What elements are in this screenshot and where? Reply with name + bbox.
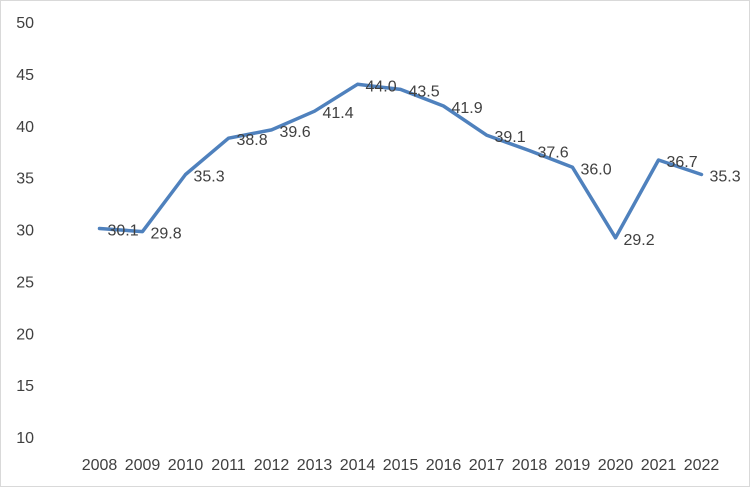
x-tick-label: 2009 <box>125 457 161 474</box>
data-label: 29.2 <box>624 232 655 249</box>
y-axis: 10 15 20 25 30 35 40 45 50 <box>16 15 34 447</box>
data-labels: 30.1 29.8 35.3 38.8 39.6 41.4 44.0 43.5 41.9 39.1… <box>108 78 741 249</box>
y-tick-label: 20 <box>16 326 34 343</box>
data-label: 39.6 <box>280 124 311 141</box>
data-label: 44.0 <box>366 78 397 95</box>
x-tick-label: 2012 <box>254 457 290 474</box>
x-tick-label: 2018 <box>512 457 548 474</box>
x-tick-label: 2020 <box>598 457 634 474</box>
data-label: 38.8 <box>237 132 268 149</box>
series-line <box>97 82 704 240</box>
data-label: 36.0 <box>581 161 612 178</box>
series-layer <box>97 82 704 240</box>
y-tick-label: 30 <box>16 223 34 240</box>
x-tick-label: 2014 <box>340 457 376 474</box>
y-tick-label: 10 <box>16 430 34 447</box>
x-tick-label: 2016 <box>426 457 462 474</box>
y-tick-label: 25 <box>16 274 34 291</box>
x-tick-label: 2021 <box>641 457 677 474</box>
data-label: 30.1 <box>108 222 139 239</box>
x-tick-label: 2022 <box>684 457 720 474</box>
data-label: 35.3 <box>194 169 225 186</box>
x-tick-label: 2017 <box>469 457 505 474</box>
data-label: 43.5 <box>409 83 440 100</box>
x-tick-label: 2015 <box>383 457 419 474</box>
x-tick-label: 2013 <box>297 457 333 474</box>
y-tick-label: 35 <box>16 171 34 188</box>
x-tick-label: 2008 <box>82 457 118 474</box>
y-tick-label: 40 <box>16 119 34 136</box>
x-tick-label: 2010 <box>168 457 204 474</box>
data-label: 36.7 <box>667 154 698 171</box>
y-tick-label: 45 <box>16 67 34 84</box>
x-tick-label: 2019 <box>555 457 591 474</box>
data-label: 41.9 <box>452 100 483 117</box>
data-label: 39.1 <box>495 129 526 146</box>
x-axis: 2008 2009 2010 2011 2012 2013 2014 2015 2016 2017… <box>82 457 720 474</box>
data-label: 41.4 <box>323 105 354 122</box>
data-label: 29.8 <box>151 226 182 243</box>
data-label: 35.3 <box>710 169 741 186</box>
x-tick-label: 2011 <box>211 457 246 474</box>
y-tick-label: 50 <box>16 15 34 32</box>
y-tick-label: 15 <box>16 378 34 395</box>
data-label: 37.6 <box>538 145 569 162</box>
